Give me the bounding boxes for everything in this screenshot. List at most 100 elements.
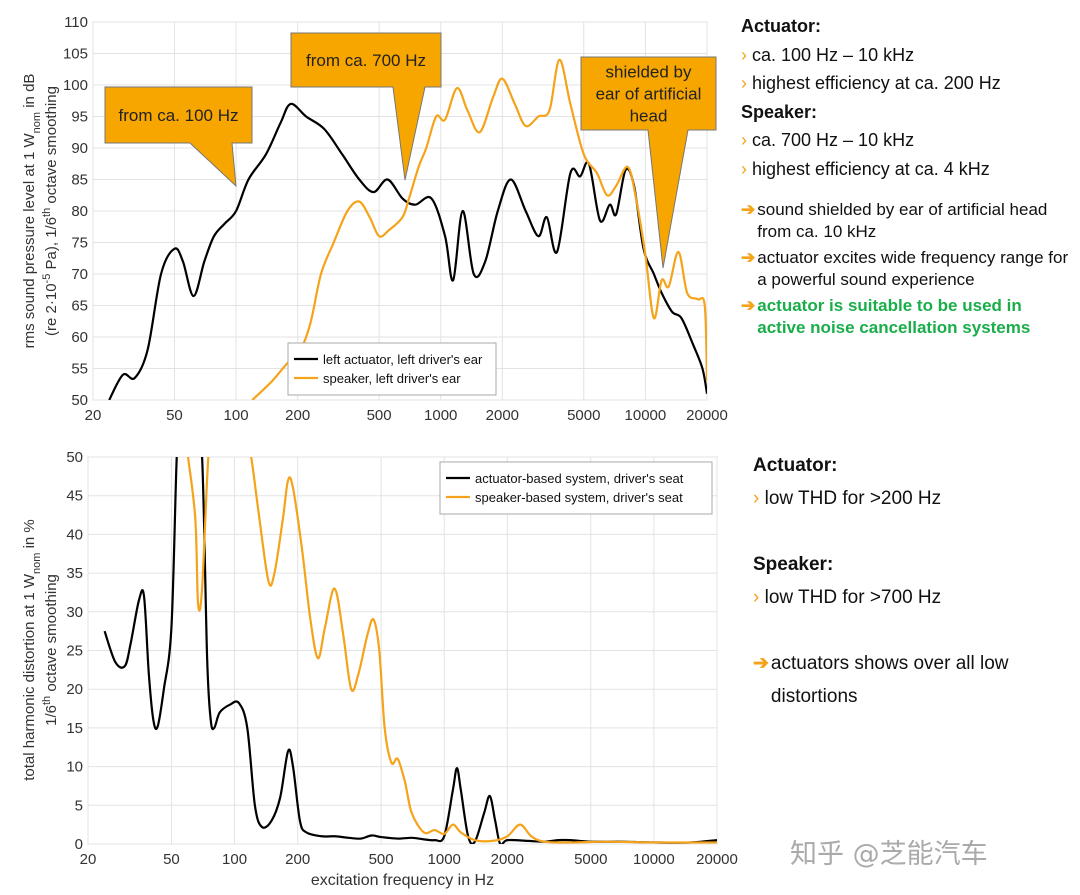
arrow-icon: ➔	[753, 653, 769, 674]
notes-top: Actuator:ca. 100 Hz – 10 kHzhighest effi…	[741, 12, 1071, 343]
y-tick-label: 25	[66, 643, 83, 660]
y-tick-label: 45	[66, 488, 83, 505]
note-item: ca. 100 Hz – 10 kHz	[741, 41, 1071, 70]
y-tick-label: 70	[71, 266, 88, 283]
note-item: ca. 700 Hz – 10 kHz	[741, 126, 1071, 155]
x-tick-label: 2000	[491, 851, 524, 868]
y-tick-label: 65	[71, 298, 88, 315]
note-heading: Actuator:	[741, 16, 821, 36]
legend-label: left actuator, left driver's ear	[323, 352, 483, 367]
conclusion-text: actuators shows over all low distortions	[770, 653, 1009, 707]
conclusion: ➔ sound shielded by ear of artificial hea…	[741, 199, 1071, 242]
y-tick-label: 30	[66, 604, 83, 621]
conclusion-text: sound shielded by ear of artificial head…	[757, 200, 1048, 241]
legend-box	[439, 461, 713, 515]
y-tick-label: 5	[75, 797, 83, 814]
y-tick-label: 0	[75, 836, 83, 853]
legend-label: speaker-based system, driver's seat	[475, 490, 683, 505]
y-axis-label: 1/6th octave smoothing	[41, 574, 60, 726]
note-heading: Speaker:	[753, 554, 834, 575]
x-tick-label: 200	[285, 407, 310, 424]
y-tick-label: 40	[66, 526, 83, 543]
callout	[290, 32, 442, 181]
legend-label: speaker, left driver's ear	[323, 371, 461, 386]
label-part: in dB	[21, 74, 38, 112]
y-axis-label: (re 2·10-5 Pa), 1/6th octave smoothing	[41, 86, 60, 336]
x-tick-label: 500	[369, 851, 394, 868]
x-tick-label: 1000	[428, 851, 461, 868]
conclusions: ➔ actuators shows over all low distortion…	[753, 647, 1063, 713]
note-item: highest efficiency at ca. 200 Hz	[741, 69, 1071, 98]
label-part: in %	[21, 519, 38, 552]
y-tick-label: 20	[66, 681, 83, 698]
x-tick-label: 20	[80, 851, 97, 868]
y-tick-label: 90	[71, 140, 88, 157]
watermark: 知乎 @芝能汽车	[790, 839, 988, 870]
legend-label: actuator-based system, driver's seat	[475, 471, 684, 486]
conclusion: ➔ actuator excites wide frequency range f…	[741, 247, 1071, 290]
y-tick-label: 60	[71, 329, 88, 346]
label-part: th	[41, 208, 53, 217]
x-tick-label: 10000	[633, 851, 675, 868]
label-part: total harmonic distortion at 1 W	[21, 573, 38, 781]
callout-text: from ca. 700 Hz	[306, 51, 426, 70]
x-tick-label: 20000	[696, 851, 738, 868]
y-tick-label: 55	[71, 361, 88, 378]
x-tick-label: 5000	[567, 407, 600, 424]
x-tick-label: 10000	[625, 407, 667, 424]
note-heading: Actuator:	[753, 455, 838, 476]
notes-bottom: Actuator: low THD for >200 Hz Speaker: low …	[753, 449, 1063, 713]
conclusion: ➔ actuator is suitable to be used in acti…	[741, 295, 1071, 338]
x-tick-label: 1000	[424, 407, 457, 424]
y-tick-label: 75	[71, 235, 88, 252]
conclusion-text: actuator is suitable to be used in activ…	[757, 296, 1031, 337]
arrow-icon: ➔	[741, 248, 756, 267]
x-tick-label: 20	[85, 407, 102, 424]
series-line	[186, 457, 717, 844]
y-axis-label: rms sound pressure level at 1 Wnom in dB	[21, 74, 43, 349]
callout	[104, 86, 253, 188]
note-item: highest efficiency at ca. 4 kHz	[741, 155, 1071, 184]
x-axis-label: excitation frequency in Hz	[311, 872, 494, 889]
x-tick-label: 50	[163, 851, 180, 868]
callout-text: head	[630, 107, 668, 126]
x-tick-label: 100	[222, 851, 247, 868]
note-item: low THD for >700 Hz	[753, 581, 1063, 614]
label-part: octave smoothing	[43, 86, 60, 208]
y-tick-label: 95	[71, 109, 88, 126]
note-heading: Speaker:	[741, 101, 818, 122]
arrow-icon: ➔	[741, 200, 756, 219]
conclusions: ➔ sound shielded by ear of artificial hea…	[741, 199, 1071, 338]
y-tick-label: 85	[71, 172, 88, 189]
y-tick-label: 15	[66, 720, 83, 737]
spacer	[753, 515, 1063, 548]
label-part: octave smoothing	[43, 574, 60, 696]
x-tick-label: 50	[166, 407, 183, 424]
callout-text: shielded by	[605, 63, 692, 82]
conclusion: ➔ actuators shows over all low distortion…	[753, 647, 1063, 713]
label-part: Pa), 1/6	[43, 217, 60, 274]
y-tick-label: 50	[66, 449, 83, 466]
callout-text: from ca. 100 Hz	[119, 106, 239, 125]
y-tick-label: 105	[63, 46, 88, 63]
y-tick-label: 110	[64, 14, 88, 31]
label-part: -5	[41, 274, 53, 284]
series-line	[103, 457, 717, 844]
legend-box	[287, 342, 497, 396]
y-axis-label: total harmonic distortion at 1 Wnom in %	[21, 519, 43, 781]
series-line	[251, 58, 707, 400]
conclusion-text: actuator excites wide frequency range fo…	[757, 248, 1069, 289]
x-tick-label: 200	[285, 851, 310, 868]
y-tick-label: 100	[63, 77, 88, 94]
y-tick-label: 50	[71, 392, 88, 409]
note-item: low THD for >200 Hz	[753, 482, 1063, 515]
label-part: nom	[31, 112, 43, 133]
y-tick-label: 80	[71, 203, 88, 220]
arrow-icon: ➔	[741, 296, 756, 315]
x-tick-label: 20000	[686, 407, 728, 424]
x-tick-label: 500	[367, 407, 392, 424]
x-tick-label: 100	[224, 407, 249, 424]
x-tick-label: 5000	[574, 851, 607, 868]
